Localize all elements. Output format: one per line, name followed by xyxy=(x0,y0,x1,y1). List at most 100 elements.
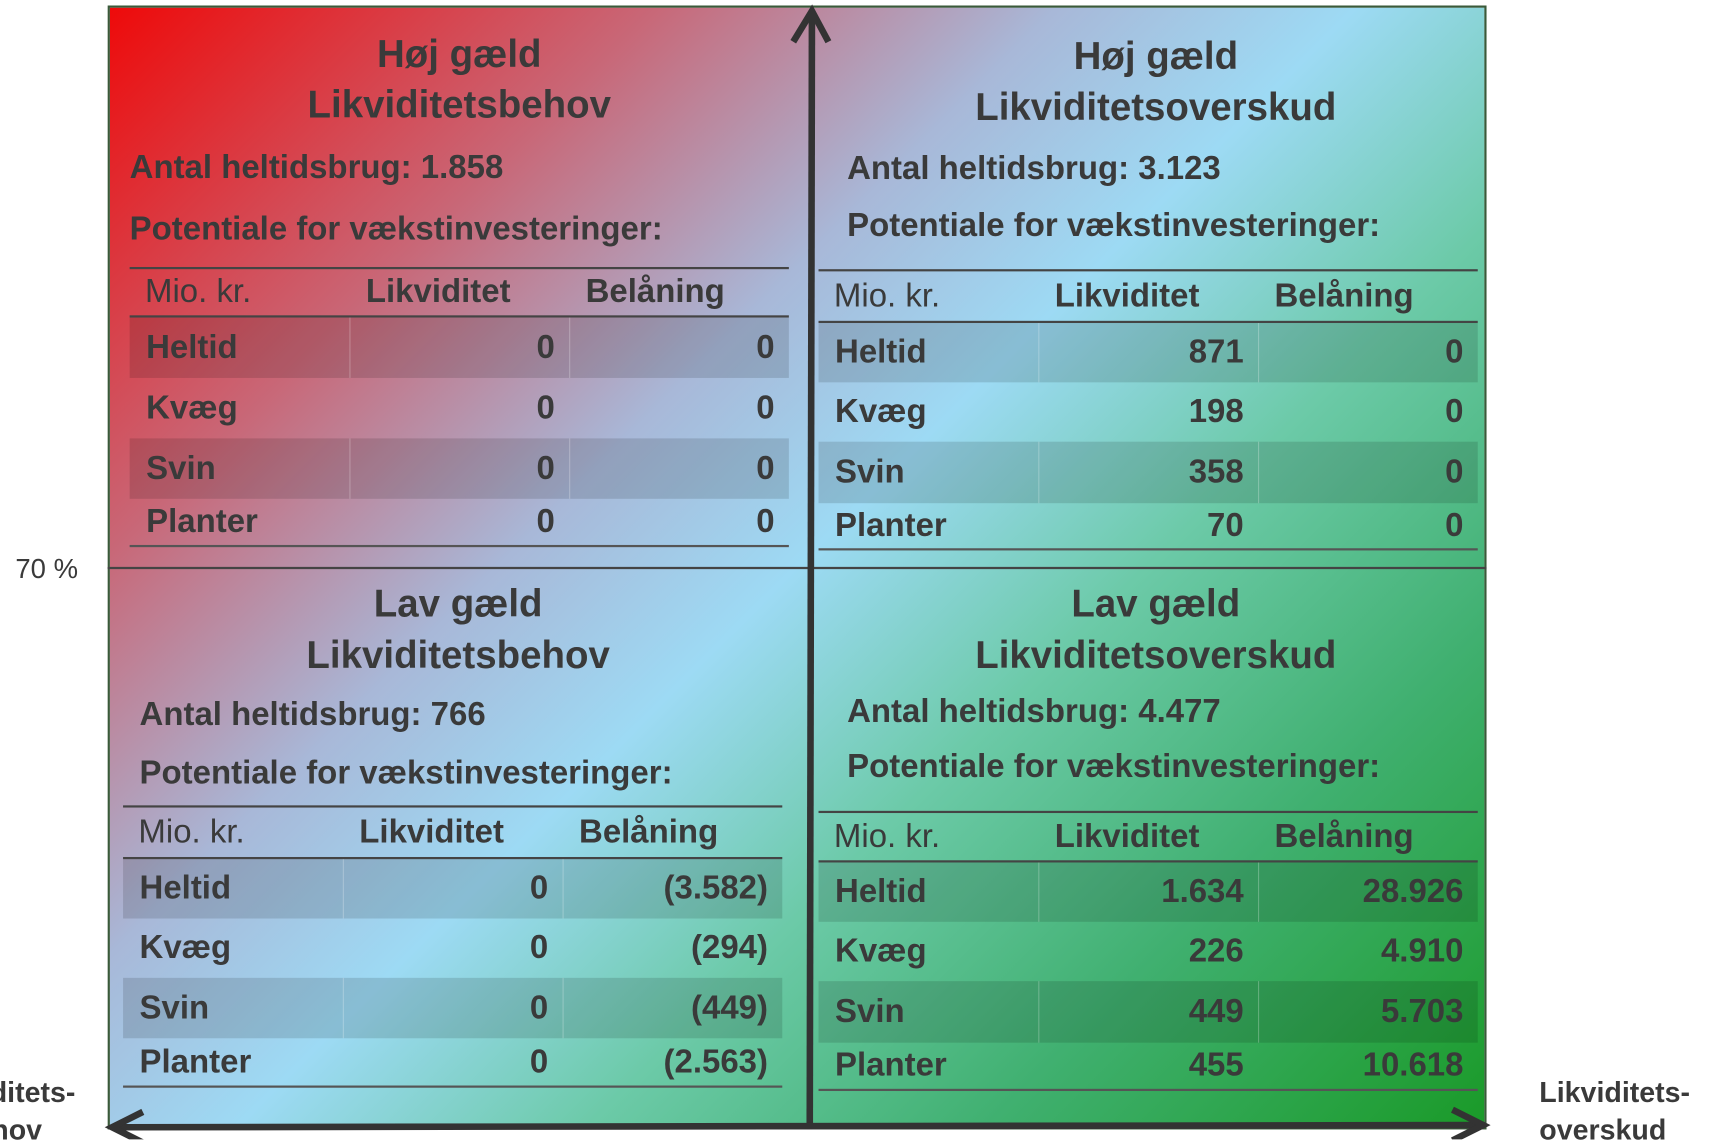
table-row: Planter 70 0 xyxy=(819,503,1478,548)
quadrant-title: Høj gæld xyxy=(1073,35,1239,79)
header-cell: Likviditet xyxy=(1054,817,1200,855)
cell-divider xyxy=(349,438,351,499)
table-cell: 0 xyxy=(536,449,555,487)
header-cell: Belåning xyxy=(1274,817,1414,855)
table-cell: 70 xyxy=(1207,507,1244,544)
table: Mio. kr. Likviditet Belåning Heltid 0 (3.582)… xyxy=(123,805,783,1088)
table-header: Mio. kr. Likviditet Belåning xyxy=(818,271,1478,324)
table-cell: Heltid xyxy=(139,870,232,907)
header-cell: Mio. kr. xyxy=(138,813,245,850)
cell-divider xyxy=(1038,323,1040,383)
cell-divider xyxy=(1038,441,1040,504)
table-cell: Heltid xyxy=(146,329,238,366)
cell-divider xyxy=(569,317,571,378)
table-cell: (294) xyxy=(691,929,768,966)
table-cell: 0 xyxy=(1445,507,1464,544)
count: Antal heltidsbrug: 3.123 xyxy=(847,150,1221,187)
table-cell: Svin xyxy=(835,993,905,1030)
table-row: Svin 358 0 xyxy=(818,441,1478,504)
table-header: Mio. kr. Likviditet Belåning xyxy=(123,808,783,860)
table-header: Mio. kr. Likviditet Belåning xyxy=(818,813,1478,863)
table-row: Heltid 0 (3.582) xyxy=(123,859,783,919)
table-cell: Kvæg xyxy=(146,389,238,426)
cell-divider xyxy=(562,977,564,1039)
quadrant-title: Likviditetsoverskud xyxy=(975,85,1337,129)
table-cell: (2.563) xyxy=(663,1043,768,1080)
table-cell: Svin xyxy=(146,449,216,487)
quadrant-title: Lav gæld xyxy=(1071,582,1241,626)
table-cell: 1.634 xyxy=(1161,873,1244,910)
table-row: Kvæg 198 0 xyxy=(819,382,1478,441)
table-row: Heltid 0 0 xyxy=(129,317,789,378)
table-cell: 0 xyxy=(529,989,549,1026)
x-label-right-line: overskud xyxy=(1539,1112,1667,1146)
table-header: Mio. kr. Likviditet Belåning xyxy=(129,269,789,318)
quadrant-title: Likviditetsbehov xyxy=(306,633,610,677)
header-cell: Belåning xyxy=(1274,277,1414,314)
header-cell: Mio. kr. xyxy=(145,273,252,310)
table-row: Kvæg 0 (294) xyxy=(123,919,782,978)
cell-divider xyxy=(1258,862,1260,922)
x-arrow-left xyxy=(104,1108,145,1140)
table-cell: Planter xyxy=(835,1047,947,1084)
table-cell: 449 xyxy=(1188,993,1244,1030)
x-label-right: Likviditets- overskud xyxy=(1539,1073,1690,1148)
table-cell: 198 xyxy=(1188,393,1244,430)
table-row: Heltid 871 0 xyxy=(818,323,1478,383)
count: Antal heltidsbrug: 766 xyxy=(139,696,486,733)
table-cell: (3.582) xyxy=(663,870,768,907)
x-label-left: Likviditets- behov xyxy=(0,1073,88,1148)
x-label-left-line: behov xyxy=(0,1112,43,1146)
potential: Potentiale for vækstinvesteringer: xyxy=(847,207,1381,244)
table-row: Planter 0 0 xyxy=(130,499,789,545)
table-cell: 0 xyxy=(536,389,555,426)
table-cell: Svin xyxy=(139,989,210,1026)
cell-divider xyxy=(1258,441,1260,504)
table-bottom xyxy=(123,1085,783,1088)
header-cell: Belåning xyxy=(585,273,725,310)
table-cell: 0 xyxy=(1445,393,1464,430)
table-row: Planter 0 (2.563) xyxy=(123,1038,782,1085)
table-cell: 4.910 xyxy=(1380,932,1464,970)
quadrant-title: Høj gæld xyxy=(377,32,542,76)
cell-divider xyxy=(1038,981,1040,1043)
table: Mio. kr. Likviditet Belåning Heltid 1.634 28.… xyxy=(818,810,1478,1092)
table-cell: 0 xyxy=(1445,334,1464,371)
table-cell: 226 xyxy=(1188,932,1244,970)
y-axis xyxy=(806,13,816,1130)
table-row: Heltid 1.634 28.926 xyxy=(818,862,1478,922)
table-cell: 0 xyxy=(536,503,555,540)
table-cell: 358 xyxy=(1188,453,1244,491)
potential: Potentiale for vækstinvesteringer: xyxy=(139,754,673,792)
table-cell: Heltid xyxy=(835,873,927,910)
count: Antal heltidsbrug: 4.477 xyxy=(847,693,1221,730)
table-cell: (449) xyxy=(691,989,768,1026)
y-label: 70 % xyxy=(15,553,78,585)
table-cell: 0 xyxy=(529,870,549,907)
table-cell: 0 xyxy=(756,329,775,366)
potential: Potentiale for vækstinvesteringer: xyxy=(129,210,663,248)
table-cell: 0 xyxy=(1445,453,1464,491)
cell-divider xyxy=(349,317,351,378)
table-cell: Planter xyxy=(146,503,258,540)
cell-divider xyxy=(342,859,344,919)
table-cell: Kvæg xyxy=(835,393,927,430)
table-row: Svin 0 0 xyxy=(129,438,789,499)
cell-divider xyxy=(562,859,564,919)
table-row: Svin 449 5.703 xyxy=(818,981,1478,1043)
table: Mio. kr. Likviditet Belåning Heltid 871 0 Kvæg… xyxy=(818,269,1478,551)
table-cell: 28.926 xyxy=(1362,873,1464,910)
table-row: Planter 455 10.618 xyxy=(819,1043,1478,1089)
count: Antal heltidsbrug: 1.858 xyxy=(129,149,504,186)
header-cell: Belåning xyxy=(579,813,719,850)
cell-divider xyxy=(1038,862,1040,922)
header-cell: Mio. kr. xyxy=(833,277,941,314)
quadrant-title: Likviditetsbehov xyxy=(307,83,611,127)
cell-divider xyxy=(569,438,571,499)
table-bottom xyxy=(129,544,789,548)
table-row: Svin 0 (449) xyxy=(123,977,783,1039)
table-cell: 871 xyxy=(1188,334,1244,371)
table-cell: 0 xyxy=(536,329,555,366)
x-axis xyxy=(114,1121,1484,1131)
